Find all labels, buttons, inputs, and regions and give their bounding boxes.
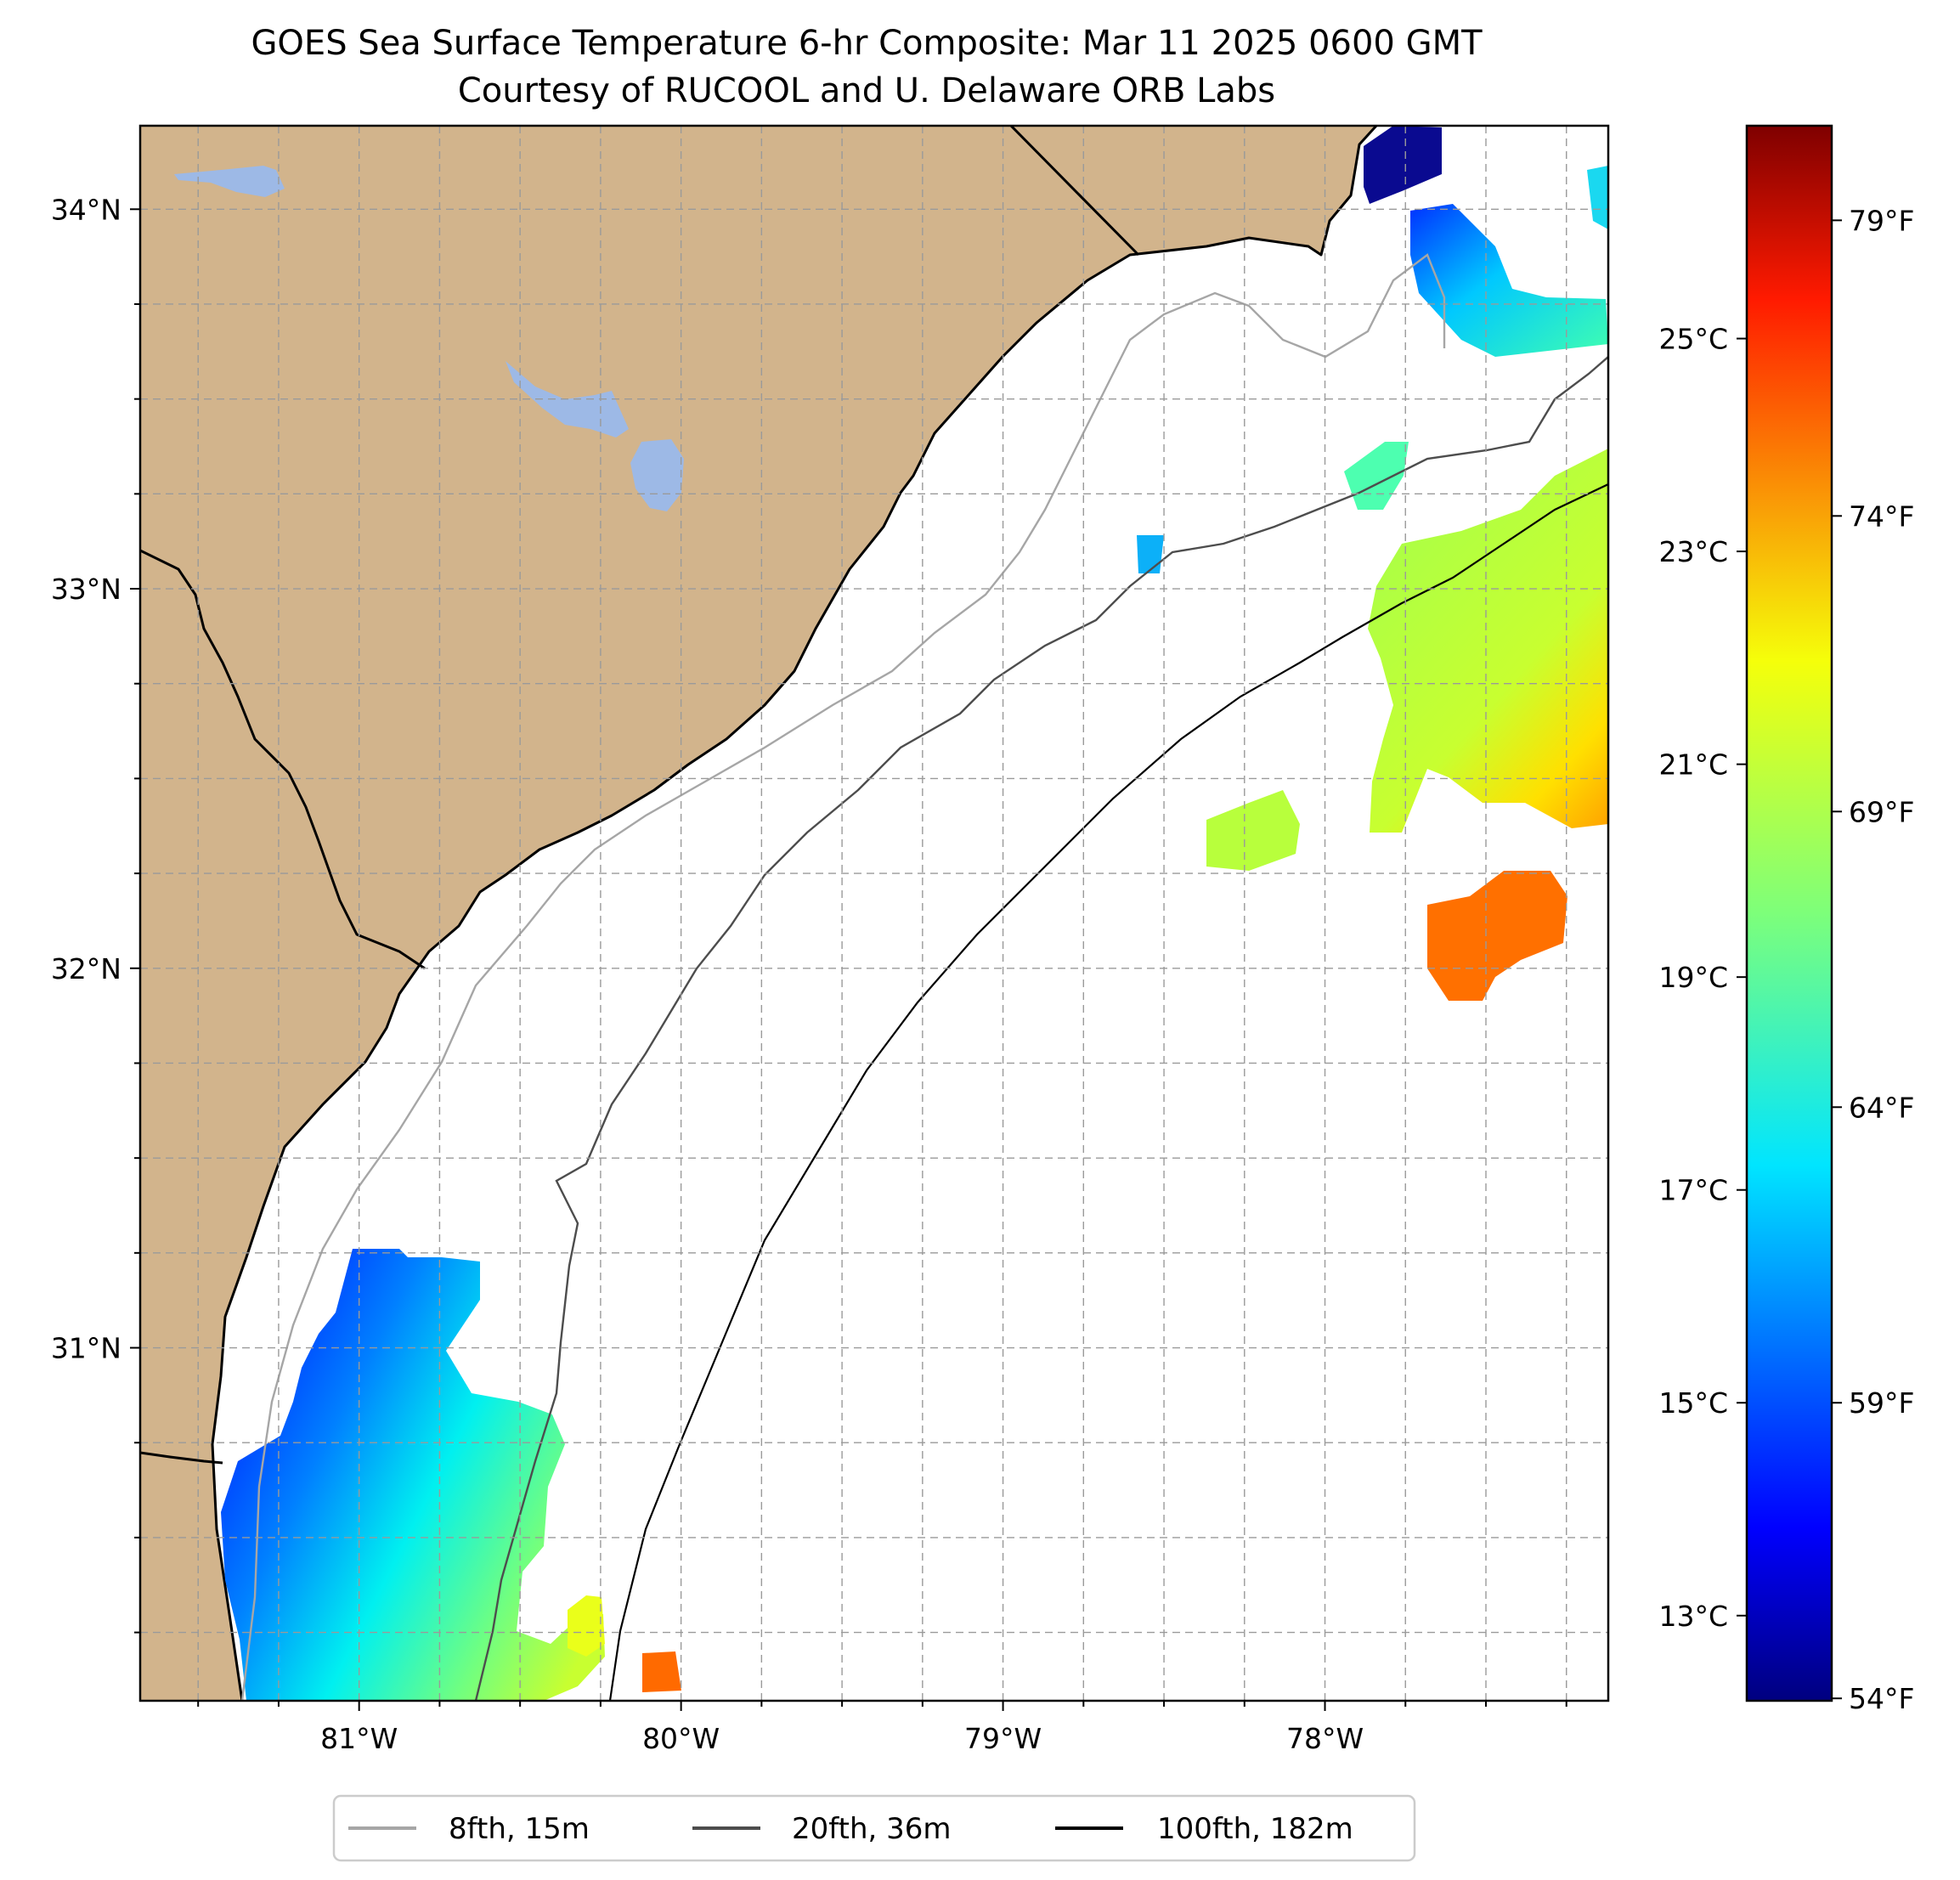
map-panel [140, 126, 1608, 1701]
sst-patch-cyan-east [1587, 166, 1608, 229]
coastline [211, 126, 1378, 1701]
sst-patch-orange-east [1427, 871, 1567, 1001]
fahrenheit-tick-label: 69°F [1849, 795, 1914, 828]
state-border-ga-fl [140, 1451, 223, 1465]
chart-subtitle: Courtesy of RUCOOL and U. Delaware ORB L… [458, 71, 1275, 110]
legend-box [332, 1794, 1416, 1862]
fahrenheit-tick-label: 79°F [1849, 204, 1914, 237]
lake-north [174, 166, 285, 197]
map-frame [138, 124, 1610, 1702]
lat-tick-label: 31°N [51, 1332, 121, 1365]
legend-label-20fth: 20fth, 36m [792, 1812, 952, 1846]
legend-label-100fth: 100fth, 182m [1157, 1812, 1353, 1846]
celsius-tick-label: 19°C [1658, 961, 1728, 994]
legend: 8fth, 15m 20fth, 36m 100fth, 182m [332, 1794, 1416, 1862]
lon-tick-label: 81°W [320, 1722, 398, 1755]
celsius-tick-label: 15°C [1658, 1386, 1728, 1420]
lon-tick-label: 79°W [964, 1722, 1042, 1755]
sst-patch-yellow-south [568, 1595, 605, 1657]
fahrenheit-tick-label: 54°F [1849, 1682, 1914, 1715]
state-border-nc-sc [1009, 126, 1140, 257]
fahrenheit-tick-label: 59°F [1849, 1386, 1914, 1420]
map-ticks: 34°N 33°N 32°N 31°N 81°W 80°W 79°W 78°W [51, 193, 1567, 1755]
lat-tick-label: 34°N [51, 193, 121, 226]
sst-patch-blue-small [1137, 535, 1164, 573]
sst-patch-east-warm [1368, 449, 1608, 833]
sst-patch-bay-north [1410, 204, 1608, 357]
contour-8fth [240, 253, 1446, 1701]
colorbar-ticks: 13°C 15°C 17°C 19°C 21°C 23°C 25°C 54°F 59°F 64°F… [1658, 204, 1914, 1715]
lat-tick-label: 33°N [51, 573, 121, 606]
fahrenheit-tick-label: 74°F [1849, 500, 1914, 533]
sst-patch-georgia-shelf [221, 1249, 605, 1701]
sst-patch-green-mid [1206, 790, 1300, 871]
fahrenheit-tick-label: 64°F [1849, 1091, 1914, 1124]
state-border-sc-ga [140, 549, 426, 970]
celsius-tick-label: 13°C [1658, 1600, 1728, 1633]
colorbar: 13°C 15°C 17°C 19°C 21°C 23°C 25°C 54°F 59°F 64°F… [1658, 124, 1914, 1715]
sst-patch-navy-north [1364, 126, 1442, 204]
lat-tick-label: 32°N [51, 952, 121, 985]
lon-tick-label: 80°W [642, 1722, 720, 1755]
contour-100fth [608, 483, 1608, 1701]
celsius-tick-label: 21°C [1658, 748, 1728, 782]
legend-label-8fth: 8fth, 15m [449, 1812, 590, 1846]
celsius-tick-label: 17°C [1658, 1174, 1728, 1207]
land-area [140, 126, 1376, 1701]
gridlines [140, 126, 1608, 1701]
celsius-tick-label: 23°C [1658, 535, 1728, 568]
celsius-tick-label: 25°C [1658, 323, 1728, 356]
sst-patch-orange-small [642, 1651, 681, 1692]
colorbar-ramp [1745, 124, 1833, 1702]
lon-tick-label: 78°W [1286, 1722, 1364, 1755]
contour-20fth [474, 356, 1608, 1701]
chart-title: GOES Sea Surface Temperature 6-hr Compos… [251, 24, 1483, 63]
